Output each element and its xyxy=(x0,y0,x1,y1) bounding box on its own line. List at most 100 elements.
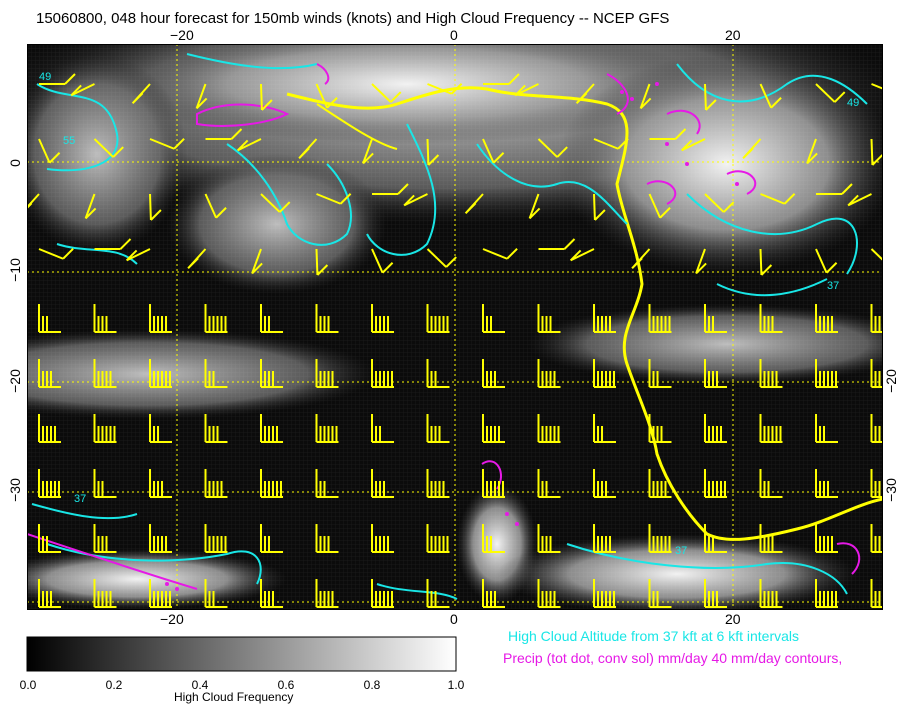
wind-barb xyxy=(315,83,338,109)
colorbar-tick: 0.0 xyxy=(19,678,37,692)
wind-barb xyxy=(483,73,520,85)
wind-barb xyxy=(680,138,706,152)
altitude-legend: High Cloud Altitude from 37 kft at 6 kft… xyxy=(508,628,800,644)
wind-barb xyxy=(315,248,329,276)
lat-tick-left: −10 xyxy=(7,258,23,282)
wind-barb xyxy=(426,414,450,443)
wind-barb xyxy=(93,414,117,443)
lon-tick-bottom: 20 xyxy=(725,611,741,627)
wind-barb xyxy=(482,304,505,333)
wind-barb xyxy=(149,524,172,553)
wind-barb xyxy=(815,304,838,333)
wind-barb xyxy=(537,579,561,608)
colorbar xyxy=(26,636,457,672)
wind-barb xyxy=(759,83,782,109)
wind-barb xyxy=(315,304,339,333)
wind-barb xyxy=(759,579,783,608)
lat-tick-left: 0 xyxy=(7,159,23,167)
wind-barb xyxy=(593,414,616,443)
wind-barb xyxy=(593,193,606,221)
wind-barb xyxy=(204,469,228,498)
wind-barb xyxy=(759,414,783,443)
wind-barb xyxy=(704,579,727,608)
wind-barb xyxy=(704,359,727,388)
wind-barb xyxy=(38,304,61,333)
wind-barb xyxy=(93,138,124,158)
lon-tick-bottom: 0 xyxy=(450,611,458,627)
wind-barb xyxy=(39,73,76,85)
wind-barb xyxy=(195,83,208,110)
wind-barb xyxy=(695,248,707,275)
wind-barb xyxy=(870,138,883,166)
wind-barb xyxy=(260,579,283,608)
wind-barb xyxy=(426,138,440,166)
wind-barb xyxy=(315,414,339,443)
wind-barb xyxy=(816,183,853,195)
wind-barb xyxy=(537,524,561,553)
wind-barb xyxy=(149,579,172,608)
wind-barb xyxy=(537,469,561,498)
wind-barb xyxy=(371,414,394,443)
wind-barb xyxy=(815,579,838,608)
wind-barb xyxy=(260,304,283,333)
wind-barb xyxy=(315,579,339,608)
wind-barb xyxy=(426,248,457,268)
wind-barb xyxy=(131,83,151,105)
forecast-map: 49 55 37 37 49 37 xyxy=(27,44,883,610)
wind-barb xyxy=(371,83,402,103)
lat-tick-left: −20 xyxy=(7,369,23,393)
wind-barb xyxy=(537,359,561,388)
wind-barb xyxy=(38,359,61,388)
wind-barb xyxy=(38,579,61,608)
wind-barb xyxy=(204,524,228,553)
wind-barb xyxy=(482,359,505,388)
wind-barb xyxy=(575,83,595,105)
wind-barb xyxy=(315,359,339,388)
cloud-altitude-contours xyxy=(31,53,868,600)
wind-barb xyxy=(38,248,74,260)
colorbar-tick: 0.2 xyxy=(105,678,123,692)
svg-text:49: 49 xyxy=(847,97,859,109)
wind-barb xyxy=(149,414,172,443)
wind-barb xyxy=(427,83,463,95)
wind-barb xyxy=(38,414,61,443)
wind-barb xyxy=(315,524,339,553)
wind-barb xyxy=(593,579,616,608)
wind-barb xyxy=(426,469,450,498)
colorbar-tick: 1.0 xyxy=(447,678,465,692)
wind-barb xyxy=(815,414,838,443)
svg-text:49: 49 xyxy=(39,71,51,83)
wind-barb xyxy=(593,469,616,498)
wind-barb xyxy=(251,248,263,275)
wind-barb xyxy=(371,524,394,553)
wind-barb xyxy=(648,469,672,498)
wind-barb xyxy=(528,193,541,220)
colorbar-label: High Cloud Frequency xyxy=(174,690,294,704)
wind-barb xyxy=(403,193,428,207)
wind-barb xyxy=(537,304,561,333)
wind-barb xyxy=(316,193,352,205)
wind-barb xyxy=(648,524,672,553)
wind-barbs xyxy=(27,73,883,608)
wind-barb xyxy=(815,469,838,498)
wind-barb xyxy=(371,469,394,498)
wind-barb xyxy=(759,524,783,553)
wind-barb xyxy=(38,138,61,164)
wind-barb xyxy=(205,128,243,140)
wind-barb xyxy=(593,359,616,388)
wind-barb xyxy=(704,83,717,111)
wind-barb xyxy=(464,193,484,215)
wind-barb xyxy=(815,359,838,388)
wind-barb xyxy=(204,414,228,443)
wind-barb xyxy=(593,304,616,333)
wind-barb xyxy=(260,469,283,498)
wind-barb xyxy=(482,579,505,608)
wind-barb xyxy=(426,304,450,333)
wind-barb xyxy=(372,183,409,195)
wind-barb xyxy=(482,138,505,164)
wind-barb xyxy=(149,304,172,333)
wind-barb xyxy=(760,193,796,205)
wind-barb xyxy=(371,248,394,274)
wind-barb xyxy=(704,193,735,213)
wind-barb xyxy=(149,469,172,498)
